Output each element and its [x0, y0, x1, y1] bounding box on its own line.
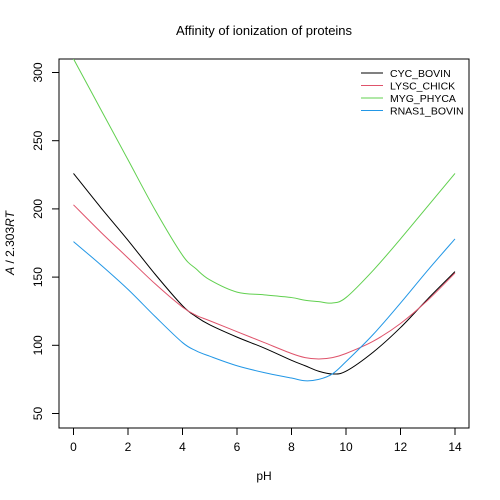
y-tick-label-100: 100	[31, 335, 45, 355]
y-axis: 50 100 150 200 250 300	[31, 62, 59, 420]
x-tick-label-8: 8	[288, 440, 295, 454]
x-axis: 0 2 4 6 8 10 12 14	[70, 428, 462, 454]
series-line-lysc-chick	[73, 204, 456, 360]
legend-label-cyc-bovin: CYC_BOVIN	[390, 68, 451, 80]
x-tick-label-12: 12	[394, 440, 408, 454]
y-tick-label-250: 250	[31, 130, 45, 150]
x-tick-label-0: 0	[70, 440, 77, 454]
x-tick-label-4: 4	[179, 440, 186, 454]
series-line-rnas1-bovin	[73, 238, 456, 382]
series-layer	[73, 59, 456, 382]
y-axis-title-tail: RT	[3, 209, 17, 226]
x-axis-title: pH	[256, 469, 271, 483]
plot-frame	[58, 58, 470, 429]
y-tick-label-50: 50	[31, 407, 45, 421]
legend-label-rnas1-bovin: RNAS1_BOVIN	[390, 106, 464, 118]
y-axis-title: A / 2.303RT	[3, 209, 17, 275]
legend-label-myg-phyca: MYG_PHYCA	[390, 93, 456, 105]
y-tick-label-200: 200	[31, 199, 45, 219]
y-axis-title-rest: / 2.303	[3, 227, 17, 267]
x-tick-label-2: 2	[125, 440, 132, 454]
x-tick-label-14: 14	[448, 440, 462, 454]
x-tick-label-10: 10	[339, 440, 353, 454]
legend-label-lysc-chick: LYSC_CHICK	[390, 81, 455, 93]
y-tick-label-150: 150	[31, 267, 45, 287]
series-line-cyc-bovin	[73, 173, 456, 375]
chart-title: Affinity of ionization of proteins	[176, 23, 353, 38]
y-axis-title-main: A	[3, 267, 17, 276]
series-line-myg-phyca	[73, 59, 456, 304]
y-tick-label-300: 300	[31, 62, 45, 82]
x-tick-label-6: 6	[234, 440, 241, 454]
